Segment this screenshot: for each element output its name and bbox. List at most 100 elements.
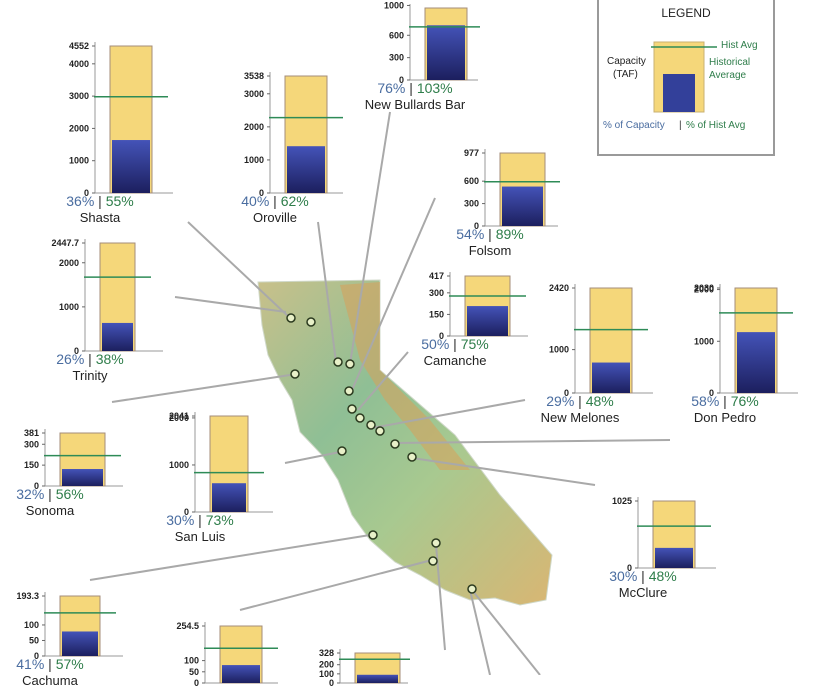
legend-storage-bar bbox=[663, 74, 695, 112]
new-bullards-bar-plot: 0 300 600 1000 bbox=[384, 0, 480, 84]
reservoir-marker bbox=[366, 420, 376, 430]
pct-capacity: 58% bbox=[691, 393, 720, 409]
storage-bar bbox=[592, 362, 630, 393]
trinity-plot: 0 1000 2000 2447.7 bbox=[51, 238, 163, 355]
oroville-chart: 0 1000 2000 3000 3538 40% | 62% Oroville bbox=[230, 68, 345, 225]
reservoir-marker bbox=[344, 386, 354, 396]
storage-bar bbox=[222, 665, 260, 683]
tick-label: 977 bbox=[464, 148, 479, 158]
reservoir-marker bbox=[407, 452, 417, 462]
reservoir-name: Folsom bbox=[468, 243, 512, 258]
tick-label: 3538 bbox=[244, 71, 264, 81]
reservoir-marker bbox=[286, 313, 296, 323]
reservoir-name: McClure bbox=[618, 585, 668, 600]
tick-label: 0 bbox=[627, 563, 632, 572]
pct-capacity: 26% bbox=[56, 351, 85, 367]
mcclure-chart: 0 1025 30% | 48% McClure bbox=[598, 493, 718, 600]
percent-label: 36% | 55% bbox=[35, 193, 165, 209]
pct-separator: | bbox=[484, 226, 496, 242]
folsom-plot: 0 300 600 977 bbox=[464, 148, 560, 230]
shasta-plot: 0 1000 2000 3000 4000 4552 bbox=[69, 41, 173, 197]
reservoir-marker bbox=[428, 556, 438, 566]
pct-separator: | bbox=[94, 193, 106, 209]
tick-label: 2000 bbox=[694, 285, 714, 295]
pct-capacity: 30% bbox=[609, 568, 638, 584]
tick-label: 2030 bbox=[694, 283, 714, 293]
tick-label: 0 bbox=[34, 651, 39, 660]
percent-label: 58% | 76% bbox=[660, 393, 790, 409]
folsom-chart: 0 300 600 977 54% | 89% Folsom bbox=[445, 145, 560, 258]
reservoir-marker bbox=[467, 584, 477, 594]
tick-label: 1000 bbox=[244, 155, 264, 165]
reservoir-name: Camanche bbox=[423, 353, 487, 368]
legend: LEGEND Hist Avg Capacity (TAF) Historica… bbox=[597, 0, 775, 156]
tick-label: 0 bbox=[84, 188, 89, 197]
leader-lines bbox=[89, 111, 671, 675]
cachuma-chart: 0 50 100 193.3 41% | 57% Cachuma bbox=[5, 588, 125, 688]
pct-hist: 57% bbox=[55, 656, 84, 672]
pct-capacity: 32% bbox=[16, 486, 45, 502]
tick-label: 600 bbox=[389, 30, 404, 40]
storage-bar bbox=[655, 547, 693, 568]
legend-footer-cap: % of Capacity bbox=[603, 120, 665, 131]
cachuma-plot: 0 50 100 193.3 bbox=[16, 591, 123, 660]
storage-bar bbox=[737, 332, 775, 393]
legend-hist-avg: Hist Avg bbox=[721, 40, 758, 51]
legend-capacity-2: (TAF) bbox=[613, 69, 638, 80]
reservoir-name: Sonoma bbox=[25, 503, 75, 518]
storage-bar bbox=[212, 483, 246, 512]
pct-capacity: 50% bbox=[421, 336, 450, 352]
tick-label: 300 bbox=[24, 439, 39, 449]
tick-label: 0 bbox=[399, 75, 404, 84]
tick-label: 2000 bbox=[69, 123, 89, 133]
pct-capacity: 29% bbox=[546, 393, 575, 409]
reservoir-marker bbox=[390, 439, 400, 449]
tick-label: 328 bbox=[319, 648, 334, 658]
pct-separator: | bbox=[84, 351, 96, 367]
storage-bar bbox=[112, 140, 150, 193]
tick-label: 50 bbox=[189, 667, 199, 677]
pct-hist: 76% bbox=[730, 393, 759, 409]
reservoir-name: Trinity bbox=[72, 368, 108, 383]
tick-label: 381 bbox=[24, 428, 39, 438]
reservoir-name: Don Pedro bbox=[693, 410, 757, 425]
reservoir-marker bbox=[347, 404, 357, 414]
pct-separator: | bbox=[637, 568, 649, 584]
pct-hist: 73% bbox=[205, 512, 234, 528]
tick-label: 417 bbox=[429, 271, 444, 281]
reservoir-marker bbox=[337, 446, 347, 456]
reservoir-marker bbox=[355, 413, 365, 423]
tick-label: 100 bbox=[319, 669, 334, 679]
storage-bar bbox=[467, 306, 508, 336]
legend-footer-hist: % of Hist Avg bbox=[686, 120, 746, 131]
storage-bar bbox=[62, 469, 103, 486]
reservoir-name: New Melones bbox=[540, 410, 620, 425]
pct-capacity: 36% bbox=[66, 193, 95, 209]
reservoir-marker bbox=[431, 538, 441, 548]
san-luis-chart: 0 1000 2000 2041 30% | 73% San Luis bbox=[155, 408, 275, 544]
camanche-chart: 0 150 300 417 50% | 75% Camanche bbox=[410, 268, 530, 368]
tick-label: 1000 bbox=[59, 302, 79, 312]
reservoir-14-chart: 0 100 200 328 bbox=[300, 645, 410, 687]
tick-label: 2447.7 bbox=[51, 238, 79, 248]
reservoir-marker bbox=[375, 426, 385, 436]
pct-hist: 48% bbox=[648, 568, 677, 584]
storage-bar bbox=[62, 631, 98, 656]
reservoir-name: Oroville bbox=[252, 210, 298, 225]
legend-graphic bbox=[651, 41, 717, 113]
tick-label: 0 bbox=[259, 188, 264, 197]
reservoir-13-chart: 0 50 100 254.5 bbox=[165, 618, 280, 687]
pct-separator: | bbox=[719, 393, 731, 409]
storage-bar bbox=[502, 186, 543, 226]
don-pedro-chart: 0 1000 2000 2030 58% | 76% Don Pedro bbox=[680, 280, 800, 425]
tick-label: 1000 bbox=[384, 0, 404, 10]
pct-separator: | bbox=[405, 80, 417, 96]
tick-label: 600 bbox=[464, 176, 479, 186]
percent-label: 50% | 75% bbox=[390, 336, 520, 352]
tick-label: 254.5 bbox=[176, 621, 199, 631]
mcclure-plot: 0 1025 bbox=[612, 496, 716, 572]
